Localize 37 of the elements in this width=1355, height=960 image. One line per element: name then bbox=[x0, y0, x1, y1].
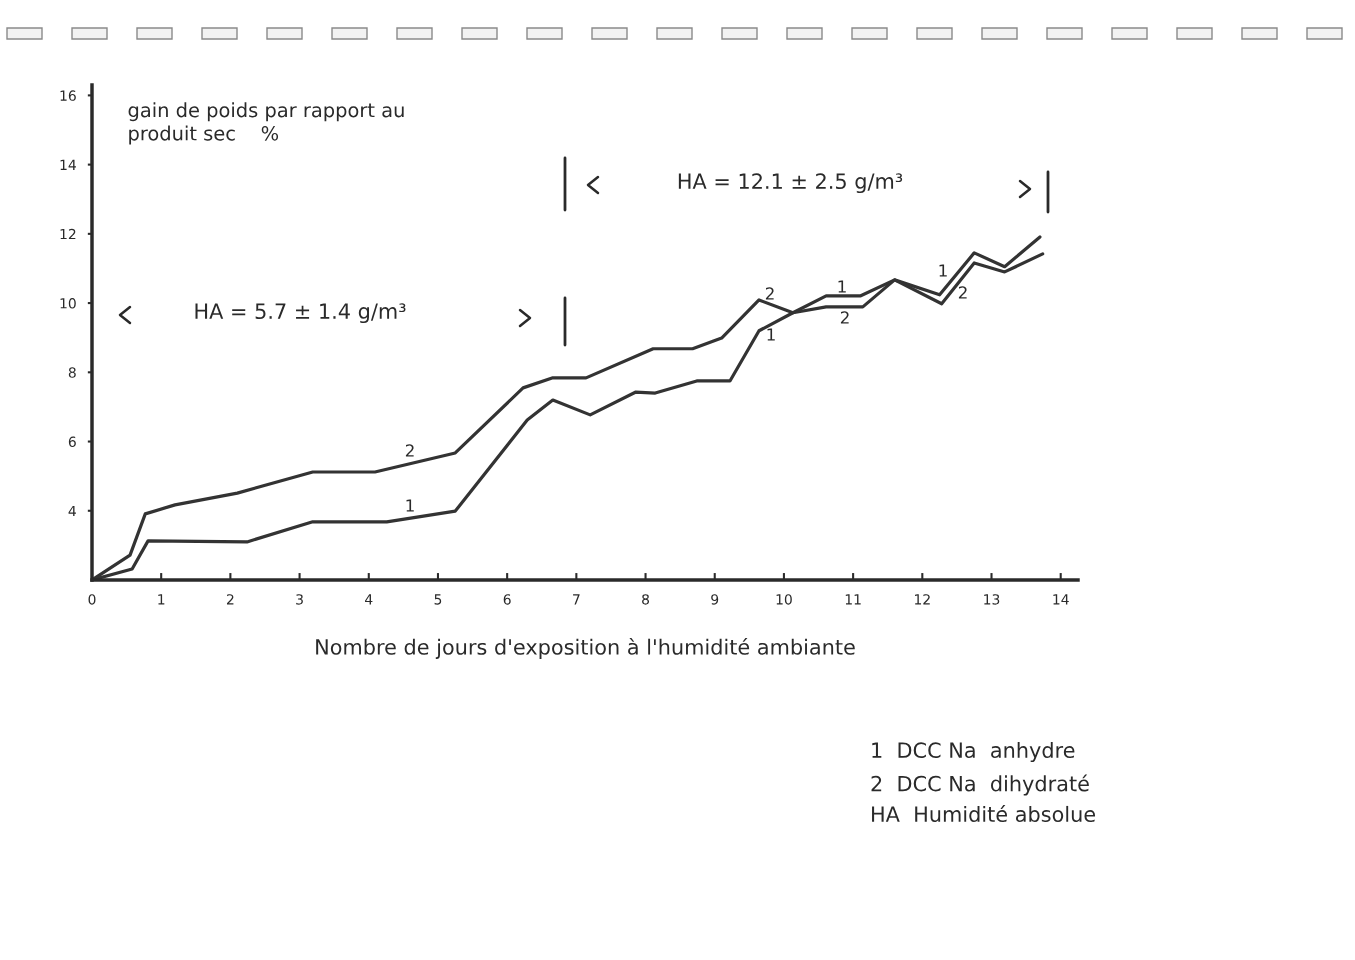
y-tick-label: 8 bbox=[68, 367, 76, 378]
x-tick-label: 6 bbox=[503, 594, 511, 605]
y-axis-title: gain de poids par rapport au produit sec % bbox=[128, 102, 404, 145]
x-tick-label: 0 bbox=[88, 594, 96, 605]
y-tick-label: 4 bbox=[68, 505, 76, 517]
annotation: 1 bbox=[767, 328, 775, 341]
x-tick-label: 2 bbox=[226, 594, 234, 605]
x-tick-label: 7 bbox=[573, 594, 580, 605]
annotation: HA = 5.7 ± 1.4 g/m³ bbox=[195, 303, 406, 324]
annotation: 1 bbox=[406, 499, 414, 512]
annotation: 1 bbox=[838, 280, 846, 293]
y-tick-label: 6 bbox=[68, 436, 76, 448]
x-tick-label: 1 bbox=[158, 594, 165, 605]
x-tick-label: 5 bbox=[434, 594, 442, 605]
annotation: 2 bbox=[840, 311, 849, 324]
x-tick-label: 12 bbox=[915, 594, 930, 605]
annotation: 1 bbox=[939, 264, 947, 277]
annotation: HA = 12.1 ± 2.5 g/m³ bbox=[678, 173, 903, 194]
x-tick-label: 10 bbox=[776, 594, 792, 605]
x-tick-label: 8 bbox=[642, 594, 650, 605]
text: 1 DCC Na anhydre bbox=[872, 741, 1075, 763]
y-tick-label: 12 bbox=[60, 228, 76, 240]
text: HA Humidité absolue bbox=[872, 805, 1096, 823]
x-tick-label: 11 bbox=[845, 594, 861, 605]
annotation: 2 bbox=[958, 286, 967, 299]
x-tick-label: 13 bbox=[984, 594, 1000, 605]
x-tick-label: 3 bbox=[296, 594, 303, 605]
annotation: 2 bbox=[765, 287, 774, 300]
y-tick-label: 16 bbox=[60, 90, 76, 101]
y-tick-label: 10 bbox=[60, 298, 76, 309]
x-tick-label: 4 bbox=[365, 594, 373, 605]
text: 2 DCC Na dihydraté bbox=[871, 774, 1089, 796]
x-tick-label: 14 bbox=[1053, 594, 1069, 605]
annotation: 2 bbox=[405, 444, 414, 457]
y-tick-label: 14 bbox=[60, 159, 76, 170]
x-axis-title: Nombre de jours d'exposition à l'humidité ambiante bbox=[316, 637, 855, 659]
x-tick-label: 9 bbox=[711, 594, 719, 605]
